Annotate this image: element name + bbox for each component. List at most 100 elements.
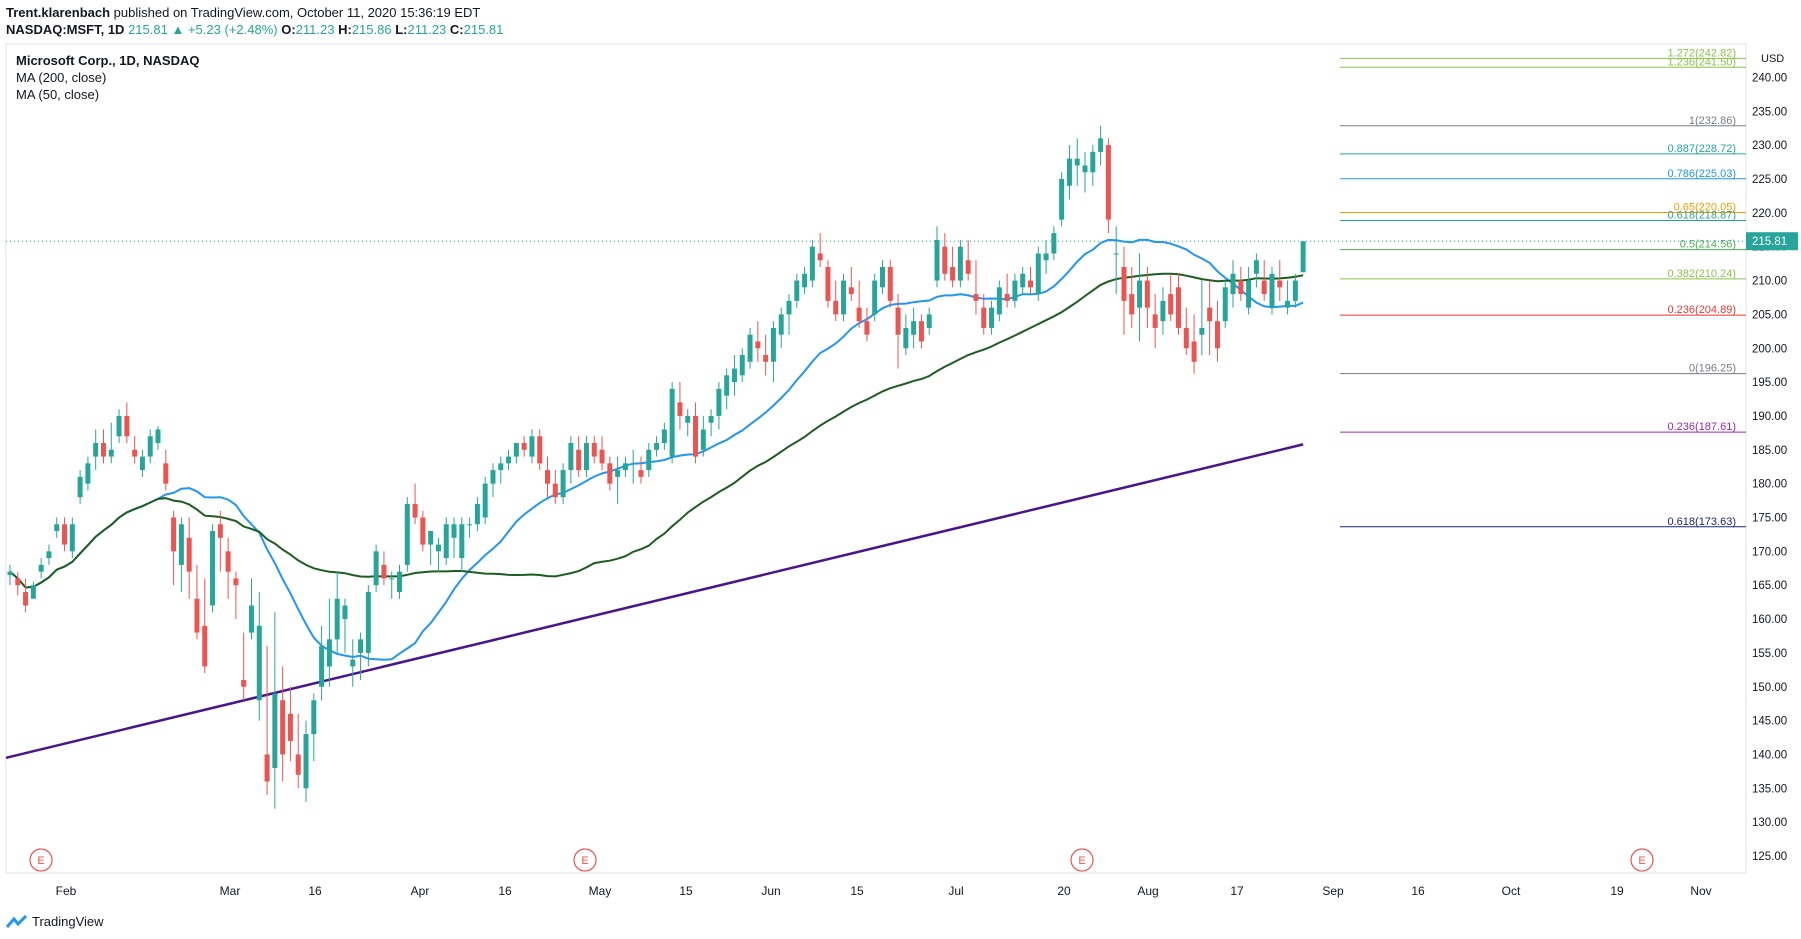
price-tick-label: 130.00 [1752,817,1787,829]
candle-down [817,253,823,261]
fib-level-label: 0.618(218.87) [1668,210,1737,222]
fibonacci-levels: 1.272(242.82)1.236(241.50) 1(232.86) 0.887… [1340,47,1746,528]
legend-ma200[interactable]: MA (200, close) [16,70,107,85]
fib-level-label: 1.236(241.50) [1668,56,1737,68]
candle-up [147,436,153,457]
price-change: +5.23 (+2.48%) [187,22,278,37]
candle-up [513,443,519,457]
candle-down [833,300,839,315]
price-tick-label: 240.00 [1752,72,1787,84]
candle-up [38,564,44,572]
candle-down [1144,280,1150,308]
candle-up [615,470,621,477]
legend-ma50[interactable]: MA (50, close) [16,87,100,102]
candle-up [802,273,808,288]
candle-down [864,321,870,335]
candle-down [825,267,831,301]
candle-up [1082,165,1088,173]
high-label: H: [338,22,352,37]
candle-down [15,578,21,586]
candle-up [1012,280,1018,301]
price-tick-label: 195.00 [1752,377,1787,389]
candle-down [1004,294,1010,301]
candle-up [1035,253,1041,295]
publish-header: Trent.klarenbach published on TradingVie… [6,4,503,38]
price-axis: 125.00 130.00 135.00 140.00 145.00 150.00 155.… [6,53,1798,863]
candle-down [693,415,699,457]
candle-up [1137,280,1143,308]
candle-up [778,314,784,335]
fib-level-label: 1.272(242.82) [1668,47,1737,59]
candle-down [233,578,239,586]
candle-up [583,443,589,471]
low-value: 211.23 [407,22,447,37]
price-tick-label: 135.00 [1752,783,1787,795]
candle-up [646,449,652,471]
fib-level-label: 0.236(204.89) [1668,304,1737,316]
candle-down [62,524,68,545]
price-tick-label: 170.00 [1752,546,1787,558]
chart-legend: Microsoft Corp., 1D, NASDAQ MA (200, clo… [16,52,199,103]
open-label: O: [281,22,296,37]
candle-up [1074,158,1080,166]
candle-up [116,415,122,437]
up-arrow-icon: ▲ [171,22,185,37]
candle-up [1222,287,1228,322]
candle-up [1090,151,1096,173]
candle-down [280,700,286,755]
candle-down [1277,280,1283,288]
candle-up [989,307,995,328]
candle-up [957,246,963,281]
candle-up [30,585,36,599]
candle-up [365,591,371,653]
candle-up [272,693,278,768]
time-axis: Feb Mar 16 Apr 16 May 15 Jun 15 Jul 20 Aug 17 Sep 16 Oc… [56,884,1712,898]
candle-down [895,307,901,335]
candle-up [786,300,792,315]
time-tick-label: 20 [1057,884,1071,898]
candle-up [358,639,364,653]
candle-down [950,267,956,281]
candle-down [591,443,597,457]
candle-up [474,503,480,525]
fib-level-label: 0.887(228.72) [1668,143,1737,155]
candle-up [311,700,317,735]
candle-down [1027,280,1033,288]
candle-up [1059,179,1065,220]
author-name[interactable]: Trent.klarenbach [6,5,111,20]
candle-down [1214,321,1220,349]
candle-down [638,470,644,477]
candle-up [467,524,473,526]
price-tick-label: 125.00 [1752,851,1787,863]
candle-down [887,267,893,301]
candle-up [1043,253,1049,261]
candle-down [1191,341,1197,362]
candle-down [1105,145,1111,220]
price-tick-label: 165.00 [1752,580,1787,592]
candlesticks [7,125,1306,809]
symbol-label: NASDAQ:MSFT, 1D [6,22,125,37]
candle-up [1292,280,1298,301]
candle-up [903,327,909,349]
candle-up [560,470,566,498]
last-price-badge-label: 215.81 [1752,236,1787,248]
candle-up [911,321,917,335]
plot-area[interactable] [5,43,1747,874]
candle-down [848,287,854,295]
candle-down [23,591,29,606]
earnings-marker-label: E [581,855,588,867]
candle-up [739,355,745,376]
candle-up [326,639,332,667]
candle-up [654,443,660,450]
legend-title[interactable]: Microsoft Corp., 1D, NASDAQ [16,53,200,68]
candle-down [217,524,223,538]
candle-down [1238,280,1244,295]
candle-down [295,754,301,775]
tradingview-logo[interactable]: TradingView [6,914,104,929]
fib-level-label: 0.236(187.61) [1668,421,1737,433]
candle-up [443,524,449,559]
time-tick-label: 16 [1411,884,1425,898]
candle-up [1285,300,1291,308]
currency-label: USD [1761,53,1784,65]
